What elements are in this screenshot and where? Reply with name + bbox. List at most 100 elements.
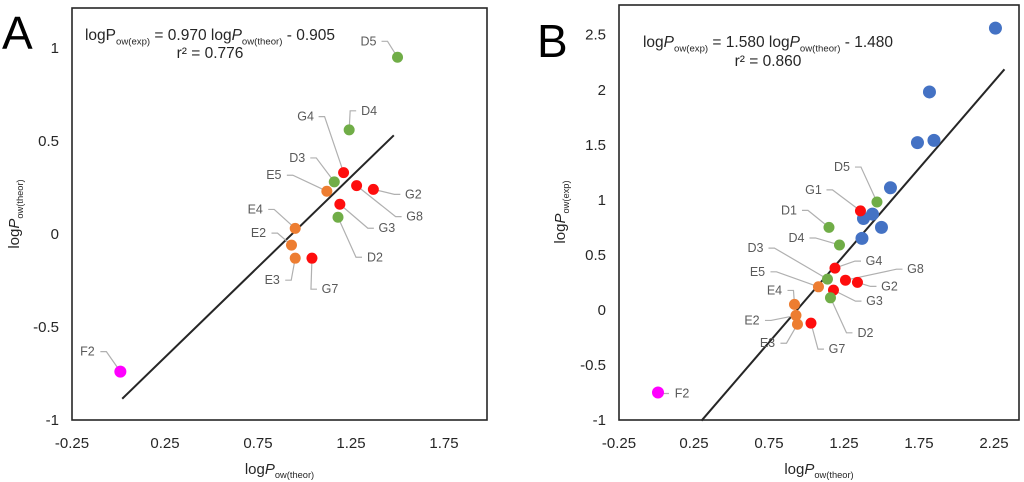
panel-b: logPow(exp) = 1.580 logPow(theor) - 1.48… [552,4,1020,480]
data-point-d4 [833,239,845,251]
x-tick-label: 0.75 [243,435,272,452]
label-leader-line [100,351,121,372]
data-point-e5 [812,281,824,293]
data-point-d5 [871,196,883,208]
x-tick-label: 1.75 [904,435,933,452]
point-label-g4: G4 [297,110,314,124]
point-label-d2: D2 [857,326,873,340]
trend-line [700,68,1006,422]
label-leader-line [829,297,853,334]
point-label-g3: G3 [379,221,396,235]
r-squared-text: r² = 0.860 [735,53,802,70]
data-point-unlabeled [855,231,869,245]
y-tick-label: -1 [593,412,606,429]
point-label-d4: D4 [788,231,804,245]
data-point-g4 [829,262,841,274]
data-point-e5 [321,185,333,197]
data-point-e3 [289,252,301,264]
point-label-e4: E4 [248,202,263,216]
label-leader-line [810,322,824,350]
point-label-e2: E2 [744,313,759,327]
x-tick-label: 1.25 [829,435,858,452]
y-tick-label: 0.5 [38,133,59,150]
y-tick-label: -0.5 [33,319,59,336]
label-leader-line [356,185,402,218]
point-label-d1: D1 [781,203,797,217]
point-label-e2: E2 [251,226,266,240]
label-leader-line [780,323,798,344]
point-label-e5: E5 [750,265,765,279]
point-label-d3: D3 [747,241,763,255]
plot-border [71,7,488,421]
point-label-g8: G8 [907,262,924,276]
x-tick-label: 0.25 [150,435,179,452]
plot-border [618,4,1020,421]
data-point-unlabeled [874,220,888,234]
y-tick-label: 1 [51,40,59,57]
y-axis-title: logPow(theor) [6,179,25,248]
x-axis-title: logPow(theor) [245,461,314,480]
point-label-d2: D2 [367,250,383,264]
y-tick-label: 1 [598,192,606,209]
label-leader-line [285,258,296,281]
label-leader-line [339,203,374,229]
data-point-f2 [114,365,127,378]
panel-b-letter: B [537,15,568,67]
label-leader-line [845,268,903,281]
point-label-g4: G4 [866,254,883,268]
x-tick-label: 1.75 [429,435,458,452]
point-label-f2: F2 [80,345,95,359]
point-label-g1: G1 [805,183,822,197]
label-leader-line [268,208,296,229]
y-tick-label: 0 [51,226,59,243]
label-leader-line [318,116,345,173]
data-point-unlabeled [922,85,936,99]
panel-a-letter: A [2,7,33,59]
equation-text: logPow(exp) = 0.970 logPow(theor) - 0.90… [85,27,335,47]
label-leader-line [826,189,861,212]
label-leader-line [286,174,328,192]
data-point-d3 [821,273,833,285]
x-tick-label: -0.25 [55,435,89,452]
point-label-d3: D3 [289,151,305,165]
label-leader-line [310,157,335,183]
point-label-d4: D4 [361,104,377,118]
label-leader-line [854,166,878,203]
data-point-g7 [306,252,318,264]
point-label-e3: E3 [760,336,775,350]
point-label-g7: G7 [322,282,339,296]
y-tick-label: 1.5 [585,137,606,154]
point-label-f2: F2 [675,386,690,400]
point-label-e3: E3 [265,273,280,287]
label-leader-line [801,209,830,228]
data-point-e3 [791,318,803,330]
point-label-g8: G8 [406,210,423,224]
label-leader-line [768,247,828,280]
data-point-e2 [285,239,297,251]
data-point-g4 [338,167,350,179]
data-point-unlabeled [927,133,941,147]
x-axis-title: logPow(theor) [784,461,853,480]
label-leader-line [271,232,292,246]
label-leader-line [764,314,797,322]
data-point-g2 [367,183,379,195]
data-point-g3 [334,198,346,210]
y-tick-label: 0 [598,302,606,319]
trend-line [121,134,395,400]
label-leader-line [348,110,357,130]
label-leader-line [834,260,861,269]
data-point-g2 [851,276,863,288]
data-point-g7 [805,317,817,329]
label-leader-line [337,217,363,258]
x-tick-label: 0.75 [754,435,783,452]
point-label-g3: G3 [866,294,883,308]
label-leader-line [310,258,317,290]
data-point-e4 [289,222,301,234]
data-point-g8 [351,180,363,192]
data-point-d5 [392,51,404,63]
y-tick-label: 0.5 [585,247,606,264]
point-label-d5: D5 [361,34,377,48]
data-point-f2 [651,386,664,399]
x-tick-label: 0.25 [679,435,708,452]
